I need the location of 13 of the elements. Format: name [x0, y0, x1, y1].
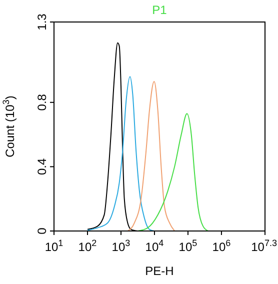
y-tick-label: 0.8 — [35, 94, 49, 111]
x-tick-label: 10$^{7.3}$ — [251, 238, 277, 254]
x-tick-label: 10$^{3}$ — [112, 238, 130, 254]
chart-title: P1 — [152, 3, 168, 17]
x-tick-label: 10$^{5}$ — [178, 238, 198, 254]
y-tick-label: 0.4 — [35, 158, 49, 176]
x-tick-label: 10$^{6}$ — [212, 238, 231, 254]
x-tick-label: 10$^{4}$ — [145, 238, 164, 254]
y-tick-label: 0 — [35, 227, 49, 234]
x-tick-label: 10$^{1}$ — [44, 238, 64, 254]
x-tick-label: 10$^{2}$ — [78, 238, 97, 254]
y-tick-label: 1.3 — [35, 13, 49, 30]
x-axis-title: PE-H — [145, 264, 174, 278]
